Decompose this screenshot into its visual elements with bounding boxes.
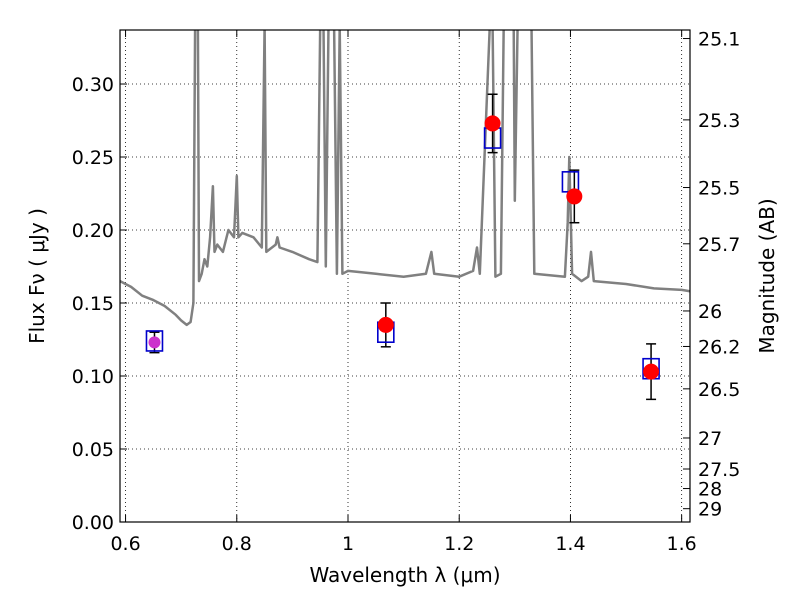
y-tick-label: 0.10 [72, 366, 114, 388]
magnitude-tick-label: 27 [698, 428, 722, 450]
observed-point [643, 363, 660, 380]
observed-point [566, 188, 583, 205]
y-tick-label: 0.25 [72, 147, 114, 169]
magnitude-tick-label: 29 [698, 499, 722, 521]
magnitude-tick-label: 26 [698, 301, 722, 323]
sed-model-line [120, 30, 690, 327]
magnitude-tick-label: 27.5 [698, 459, 740, 481]
model-point-square [145, 330, 164, 352]
purple-point [148, 336, 161, 349]
x-tick-label: 0.8 [222, 533, 252, 555]
magnitude-tick-label: 25.5 [698, 178, 740, 200]
x-axis-label: Wavelength λ (μm) [309, 563, 500, 587]
magnitude-tick-label: 26.5 [698, 379, 740, 401]
y-tick-label: 0.20 [72, 220, 114, 242]
y-tick-label: 0.30 [72, 74, 114, 96]
point-layer [145, 115, 660, 380]
tick-layer: 0.6 0.8 1 1.2 1.4 1.6 0.00 0.05 0.10 0.15 0.20 0.25… [72, 29, 741, 555]
x-tick-label: 1.6 [667, 533, 697, 555]
x-tick-label: 1 [342, 533, 354, 555]
x-tick-label: 0.6 [110, 533, 140, 555]
plot-frame [119, 29, 691, 523]
observed-point [377, 316, 394, 333]
y-tick-label: 0.00 [72, 512, 114, 534]
magnitude-axis-label: Magnitude (AB) [755, 198, 779, 353]
magnitude-tick-label: 25.7 [698, 234, 740, 256]
x-tick-label: 1.4 [555, 533, 585, 555]
y-axis-label: Flux Fν ( μJy ) [25, 208, 49, 344]
y-tick-label: 0.15 [72, 293, 114, 315]
x-tick-label: 1.2 [444, 533, 474, 555]
magnitude-tick-label: 26.2 [698, 336, 740, 358]
magnitude-tick-label: 25.1 [698, 29, 740, 51]
sed-layer [120, 30, 690, 327]
observed-point [484, 115, 501, 132]
magnitude-tick-label: 28 [698, 479, 722, 501]
y-tick-label: 0.05 [72, 439, 114, 461]
errorbar-layer [149, 93, 657, 401]
magnitude-tick-label: 25.3 [698, 110, 740, 132]
